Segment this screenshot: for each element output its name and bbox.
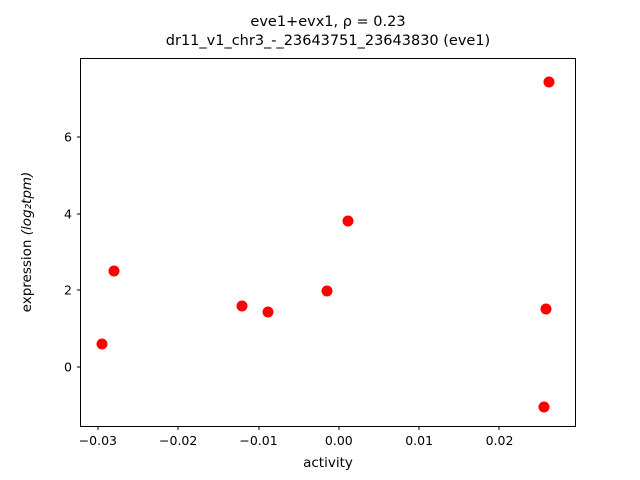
x-tick-label: −0.03 [78,433,118,448]
x-tick-mark [498,426,500,430]
y-axis-label-text: expression [19,235,35,313]
scatter-point [342,215,354,227]
scatter-point [543,76,555,88]
y-axis-label-math: (log₂tpm) [19,171,35,236]
x-tick-label: 0.02 [485,433,514,448]
x-tick-mark [258,426,260,430]
y-tick-label: 4 [64,206,72,222]
x-tick-label: −0.02 [159,433,198,448]
y-tick-label: 2 [64,282,72,298]
y-tick-label: 6 [64,129,72,145]
y-axis-label: expression (log₂tpm) [19,172,35,313]
x-axis-label: activity [303,455,353,471]
plot-area: −0.03 −0.02 −0.01 0.00 0.01 0.02 0 2 4 6 [64,58,576,448]
scatter-point [262,306,274,318]
x-tick-label: 0.00 [324,433,353,448]
chart-subtitle: dr11_v1_chr3_-_23643751_23643830 (eve1) [165,33,491,49]
y-tick-label: 0 [64,359,72,375]
x-tick-mark [97,426,99,430]
scatter-point [108,265,120,277]
y-tick-mark [77,136,81,138]
scatter-point [236,300,248,312]
x-tick-mark [338,426,340,430]
scatter-point [540,303,552,315]
y-tick-mark [77,289,81,291]
scatter-point [538,401,550,413]
scatter-point [96,338,108,350]
x-tick-mark [418,426,420,430]
y-tick-mark [77,213,81,215]
x-tick-label: 0.01 [405,433,434,448]
chart-title: eve1+evx1, ρ = 0.23 [250,14,406,30]
x-tick-label: −0.01 [239,433,278,448]
x-tick-mark [177,426,179,430]
y-tick-mark [77,366,81,368]
scatter-point [321,285,333,297]
